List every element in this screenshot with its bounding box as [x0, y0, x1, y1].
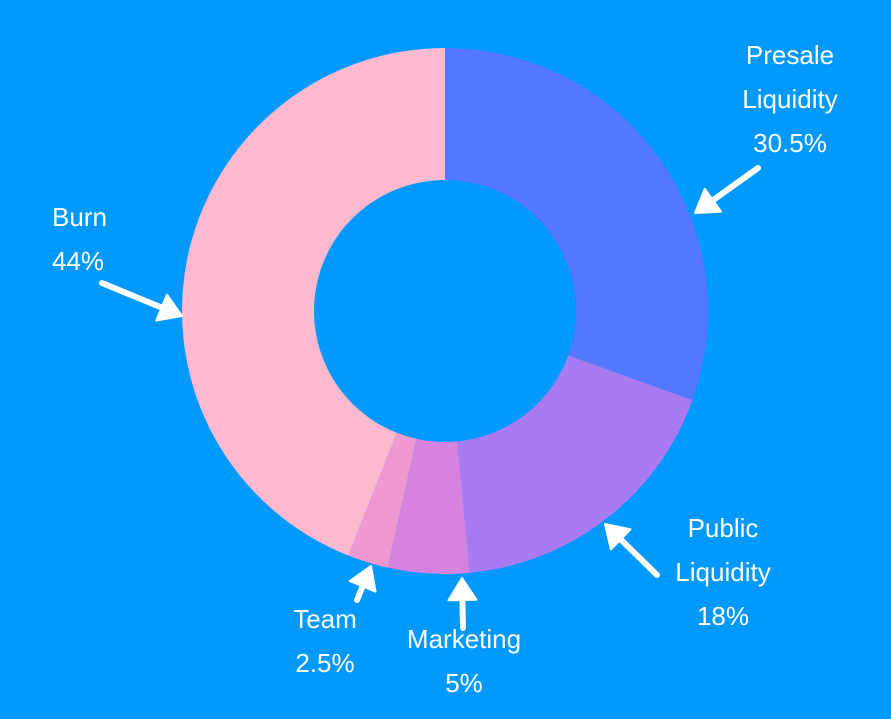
category-label: Presale [746, 40, 834, 70]
category-label: Burn [52, 202, 107, 232]
arrow-head-icon [155, 293, 183, 322]
category-label: Marketing [407, 624, 521, 654]
arrow-head-icon [447, 577, 478, 602]
label-marketing: Marketing 5% [407, 624, 521, 698]
arrow-line-marketing [459, 592, 466, 631]
arrow-line-presale-liquidity [706, 165, 761, 206]
category-label: Liquidity [675, 557, 770, 587]
slice-presale-liquidity [445, 48, 709, 401]
slice-marketing [387, 438, 470, 574]
donut-slices [182, 48, 709, 574]
category-label: Public [688, 513, 759, 543]
arrow-head-icon [604, 523, 632, 551]
label-burn: Burn 44% [52, 202, 107, 276]
slice-public-liquidity [457, 355, 693, 573]
arrow-head-icon [694, 187, 723, 214]
value-label: 30.5% [753, 128, 827, 158]
value-label: 18% [697, 601, 749, 631]
arrow-head-icon [348, 565, 377, 593]
category-label: Team [293, 604, 357, 634]
category-label: Liquidity [742, 84, 837, 114]
label-team: Team 2.5% [293, 604, 357, 678]
arrow-line-public-liquidity [614, 533, 660, 578]
label-arrows [99, 165, 761, 631]
arrow-line-burn [99, 280, 169, 313]
value-label: 5% [445, 668, 483, 698]
slice-team [348, 432, 417, 568]
slice-burn [182, 48, 446, 556]
value-label: 44% [52, 246, 104, 276]
value-label: 2.5% [295, 648, 354, 678]
slice-labels: Presale Liquidity 30.5% Public Liquidity 18% M… [52, 40, 838, 698]
label-public-liquidity: Public Liquidity 18% [675, 513, 770, 631]
label-presale-liquidity: Presale Liquidity 30.5% [742, 40, 837, 158]
